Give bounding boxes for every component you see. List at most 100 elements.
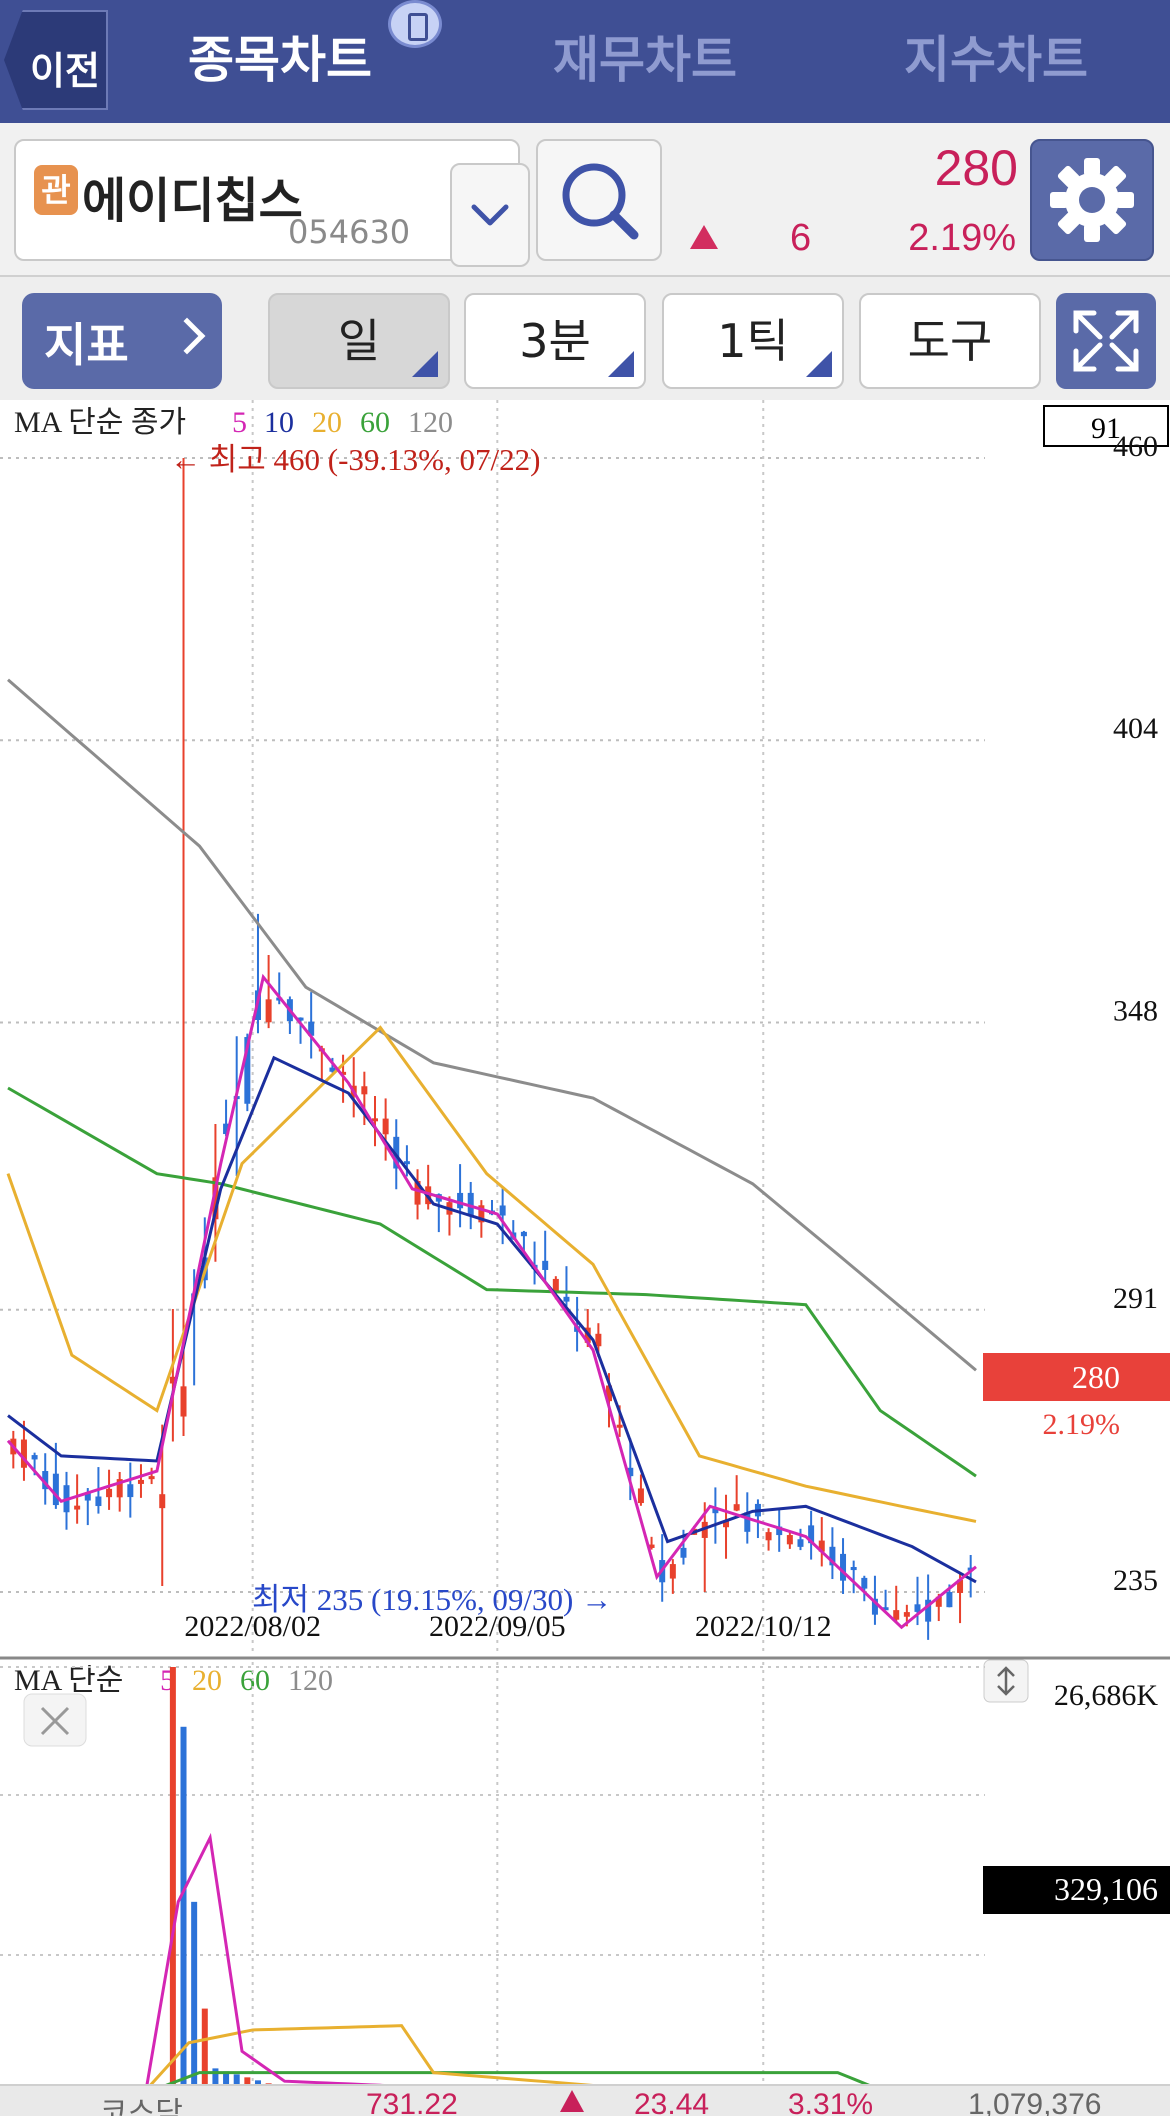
y-tick-label: 235 [1113, 1564, 1158, 1597]
ma-legend-60: 60 [360, 406, 390, 439]
dropdown-corner-icon [806, 351, 832, 377]
current-volume-label: 329,106 [1054, 1871, 1158, 1907]
volume-grid [0, 1662, 985, 2094]
candle-body [212, 1177, 219, 1220]
candle-body [563, 1296, 570, 1302]
candle-body [297, 1017, 304, 1021]
candle-body [403, 1161, 410, 1165]
candle-body [903, 1612, 910, 1617]
chevron-down-icon [471, 204, 509, 226]
candle-body [244, 1037, 251, 1104]
search-button[interactable] [536, 139, 662, 261]
ma-line-20 [6, 1025, 977, 1523]
back-label: 이전 [30, 49, 100, 93]
close-pane-button[interactable] [23, 1693, 87, 1747]
current-volume-marker [983, 1866, 1170, 1914]
current-price-marker-label: 280 [1072, 1359, 1120, 1395]
candle-body [84, 1492, 91, 1501]
tab-index-chart[interactable]: 지수차트 [904, 31, 1088, 89]
candle-body [393, 1136, 400, 1169]
candle-body [329, 1067, 336, 1072]
x-tick-label: 2022/08/02 [184, 1610, 321, 1643]
chevron-right-icon [168, 317, 206, 355]
resize-handle[interactable] [983, 1659, 1029, 1703]
market-volume: 1,079,376 [968, 2088, 1102, 2116]
stock-selector[interactable]: 관 에이디칩스 054630 [14, 139, 530, 267]
candle-body [499, 1205, 506, 1216]
candle-body [116, 1479, 123, 1498]
index-pct: 3.31% [788, 2088, 874, 2116]
volume-bar [212, 2068, 219, 2094]
visible-bars-box[interactable] [1043, 405, 1169, 447]
candle-body [882, 1607, 889, 1611]
candle-body [31, 1455, 38, 1460]
candle-body [371, 1118, 378, 1122]
index-value: 731.22 [366, 2088, 458, 2116]
period-day-button[interactable]: 일 [268, 293, 450, 389]
candle-body [74, 1505, 81, 1510]
watch-badge: 관 [34, 165, 78, 215]
candle-body [850, 1566, 857, 1571]
candle-body [733, 1504, 740, 1511]
current-price: 280 [934, 140, 1018, 196]
tools-button[interactable]: 도구 [859, 293, 1041, 389]
candle-body [669, 1564, 676, 1579]
ma-legend[interactable]: 5 10 20 60 120 [232, 406, 453, 439]
y-tick-label: 404 [1113, 712, 1158, 745]
period-tick-button[interactable]: 1틱 [662, 293, 844, 389]
price-chart[interactable]: MA 단순 종가 5 10 20 60 120 91 460 404 348 291 235 2… [0, 400, 1170, 2111]
y-axis-labels: 460 404 348 291 235 [1113, 430, 1158, 1597]
x-tick-label: 2022/09/05 [429, 1610, 566, 1643]
minute-label: 3분 [519, 314, 591, 368]
ma-line-5 [6, 973, 977, 1630]
candle-body [340, 1071, 347, 1075]
candle-body [308, 1021, 315, 1036]
sync-icon[interactable] [388, 0, 442, 48]
candle-body [552, 1278, 559, 1293]
candle-body [797, 1539, 804, 1547]
fullscreen-button[interactable] [1056, 293, 1156, 389]
index-name: 코스닥 [100, 2097, 183, 2116]
candle-body [148, 1476, 155, 1480]
candle-body [957, 1579, 964, 1593]
candle-body [223, 1123, 230, 1135]
top-nav: 이전 종목차트 재무차트 지수차트 [0, 0, 1170, 123]
candle-body [967, 1567, 974, 1571]
x-tick-label: 2022/10/12 [695, 1610, 832, 1643]
candle-body [42, 1471, 49, 1490]
dropdown-corner-icon [412, 351, 438, 377]
ma-legend-20: 20 [312, 406, 342, 439]
settings-button[interactable] [1030, 139, 1154, 261]
stock-code: 054630 [288, 213, 411, 251]
candle-body [127, 1484, 134, 1498]
tab-financial-chart[interactable]: 재무차트 [553, 31, 737, 89]
volume-bar [201, 2008, 208, 2094]
candle-body [723, 1521, 730, 1528]
candle-body [861, 1577, 868, 1589]
tab-stock-chart[interactable]: 종목차트 [188, 31, 372, 89]
stock-dropdown-button[interactable] [450, 163, 530, 267]
candle-body [414, 1180, 421, 1205]
candle-body [159, 1494, 166, 1509]
ma-legend-5: 5 [232, 406, 247, 439]
period-minute-button[interactable]: 3분 [464, 293, 646, 389]
ma-legend-120: 120 [408, 406, 453, 439]
candle-body [776, 1526, 783, 1536]
back-button[interactable]: 이전 [4, 10, 108, 110]
candle-body [457, 1192, 464, 1209]
indicator-button[interactable]: 지표 [22, 293, 222, 389]
candle-body [169, 1376, 176, 1384]
candle-body [871, 1598, 878, 1615]
volume-ma-legend-20: 20 [192, 1664, 222, 1697]
ma-legend-prefix: MA 단순 종가 [14, 406, 186, 439]
candle-body [616, 1424, 623, 1428]
ma-legend-10: 10 [264, 406, 294, 439]
indicator-label: 지표 [44, 318, 129, 372]
candle-body [935, 1596, 942, 1607]
candle-body [829, 1546, 836, 1566]
x-axis-labels: 2022/08/02 2022/09/05 2022/10/12 [184, 1610, 831, 1643]
candle-body [765, 1532, 772, 1541]
index-ticker[interactable]: 코스닥 731.22 23.44 3.31% 1,079,376 [0, 2084, 1170, 2116]
ma-line-120 [7, 678, 977, 1372]
candle-body [361, 1086, 368, 1095]
